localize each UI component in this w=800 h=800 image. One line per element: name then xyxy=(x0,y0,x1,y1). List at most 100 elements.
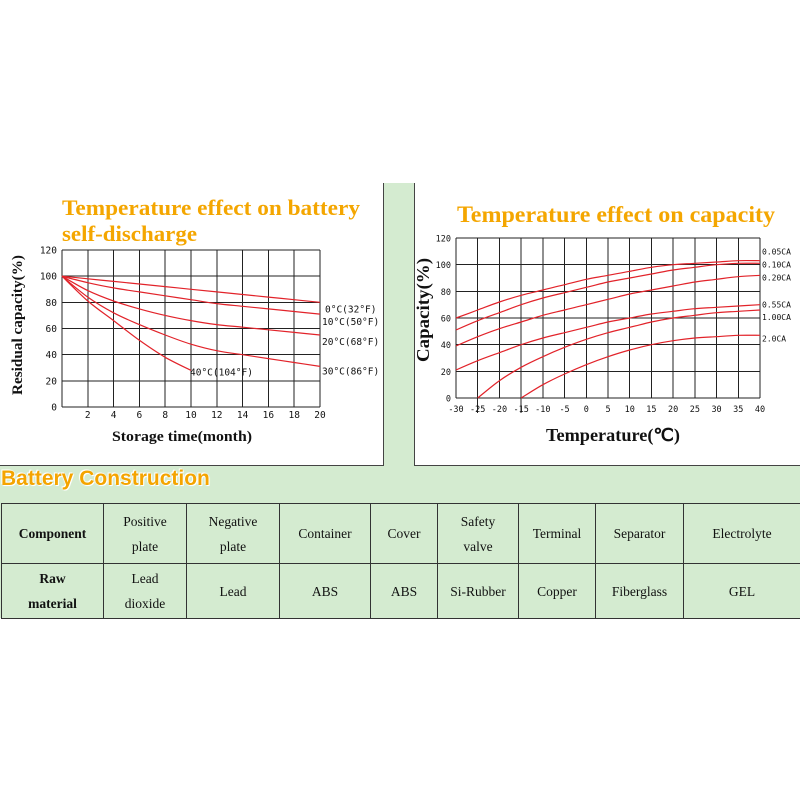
y-tick-label: 20 xyxy=(441,368,451,378)
series-label-3: 0.20CA xyxy=(762,273,791,282)
x-tick-label: 15 xyxy=(646,405,656,415)
series-label-4: 30°C(86°F) xyxy=(322,366,379,377)
series-line-2 xyxy=(455,262,761,331)
y-tick-label: 0 xyxy=(51,403,57,414)
y-tick-label: 80 xyxy=(46,298,58,309)
component-row: Component Positive plate Negative plate … xyxy=(1,503,800,564)
series-line-3 xyxy=(455,274,761,347)
row-header-raw-material: Raw material xyxy=(1,563,104,619)
x-axis-label: Temperature(℃) xyxy=(546,425,680,446)
component-cell: Positive plate xyxy=(103,503,187,564)
y-tick-label: 60 xyxy=(441,315,451,325)
chart-title: Temperature effect on capacity xyxy=(457,202,776,227)
series-line-5 xyxy=(61,275,192,371)
component-label: Cover xyxy=(387,526,421,541)
component-label: Separator xyxy=(613,526,666,541)
capacity-chart-panel xyxy=(414,183,800,466)
capacity-chart: Temperature effect on capacity -30 -25 -20… xyxy=(413,202,791,446)
series-line-4 xyxy=(61,275,321,367)
component-label: Container xyxy=(298,526,352,541)
y-tick-label: 20 xyxy=(46,376,58,387)
x-tick-label: 10 xyxy=(625,405,635,415)
series-line-1 xyxy=(61,275,321,303)
x-tick-label: 10 xyxy=(185,410,197,421)
chart-grid xyxy=(455,237,761,413)
x-tick-label: 16 xyxy=(263,410,275,421)
x-tick-label: 35 xyxy=(733,405,743,415)
series-line-5 xyxy=(477,309,761,399)
component-cell: Separator xyxy=(595,503,684,564)
component-cell: Electrolyte xyxy=(683,503,800,564)
y-tick-label: 80 xyxy=(441,288,451,298)
material-label: ABS xyxy=(390,583,418,599)
x-tick-label: 5 xyxy=(605,405,610,415)
material-cell: Si-Rubber xyxy=(437,563,519,619)
y-tick-label: 120 xyxy=(40,246,57,257)
chart-grid xyxy=(61,249,321,408)
material-label: Copper xyxy=(537,583,577,599)
series-label-2: 10°C(50°F) xyxy=(322,317,379,328)
component-cell: Terminal xyxy=(518,503,596,564)
row-header-label: Component xyxy=(18,526,87,541)
x-tick-label: 4 xyxy=(111,410,117,421)
material-cell: ABS xyxy=(279,563,371,619)
series-line-2 xyxy=(61,275,321,315)
x-tick-label: 30 xyxy=(711,405,721,415)
x-tick-label: 6 xyxy=(137,410,143,421)
series-line-1 xyxy=(455,259,761,319)
series-line-4 xyxy=(455,304,761,371)
row-header-label: Raw material xyxy=(28,571,77,611)
component-label: Positive plate xyxy=(123,513,167,554)
material-label: Lead xyxy=(219,583,247,599)
x-tick-label: 40 xyxy=(755,405,765,415)
material-cell: Lead xyxy=(186,563,280,619)
y-tick-label: 40 xyxy=(46,350,58,361)
x-tick-label: 20 xyxy=(668,405,678,415)
x-tick-label: -15 xyxy=(513,405,528,415)
x-tick-label: 18 xyxy=(288,410,300,421)
series-label-4: 0.55CA xyxy=(762,301,791,310)
component-label: Negative plate xyxy=(208,513,258,554)
y-tick-label: 120 xyxy=(436,235,451,245)
x-tick-label: 8 xyxy=(162,410,168,421)
component-label: Safety valve xyxy=(460,513,496,554)
series-label-3: 20°C(68°F) xyxy=(322,337,379,348)
series-label-5: 1.00CA xyxy=(762,313,791,322)
x-tick-label: -30 xyxy=(448,405,463,415)
x-tick-label: -10 xyxy=(535,405,550,415)
component-cell: Cover xyxy=(370,503,438,564)
chart-ticks: 2 4 6 8 10 12 14 16 18 20 0 20 40 60 80 100 120 xyxy=(40,246,326,422)
chart-title-line-1: Temperature effect on battery xyxy=(62,195,360,220)
component-label: Terminal xyxy=(532,526,582,541)
material-label: Lead dioxide xyxy=(124,571,166,611)
y-axis-label: Residual capacity(%) xyxy=(10,255,26,395)
raw-material-row: Raw material Lead dioxide Lead ABS ABS S… xyxy=(1,563,800,619)
y-axis-label: Capacity(%) xyxy=(413,258,434,362)
series-line-6 xyxy=(520,334,761,399)
series-label-1: 0°C(32°F) xyxy=(325,304,376,315)
y-tick-label: 60 xyxy=(46,324,58,335)
x-tick-label: 25 xyxy=(690,405,700,415)
x-tick-label: -25 xyxy=(470,405,485,415)
series-line-3 xyxy=(61,275,321,336)
chart-ticks: -30 -25 -20 -15 -10 -5 0 5 10 15 20 25 30 35 40 0 20 40 60… xyxy=(436,235,765,416)
material-label: Si-Rubber xyxy=(450,583,506,599)
y-tick-label: 100 xyxy=(436,261,451,271)
x-tick-label: 2 xyxy=(85,410,91,421)
y-tick-label: 40 xyxy=(441,341,451,351)
material-label: ABS xyxy=(311,583,339,599)
y-tick-label: 0 xyxy=(446,395,451,405)
material-cell: Fiberglass xyxy=(595,563,684,619)
x-tick-label: 14 xyxy=(237,410,249,421)
component-cell: Safety valve xyxy=(437,503,519,564)
x-tick-label: -20 xyxy=(492,405,507,415)
self-discharge-chart: Temperature effect on battery self-disch… xyxy=(10,195,379,445)
series-label-1: 0.05CA xyxy=(762,248,791,257)
component-cell: Container xyxy=(279,503,371,564)
material-label: GEL xyxy=(728,583,756,599)
component-label: Electrolyte xyxy=(712,526,772,541)
component-cell: Negative plate xyxy=(186,503,280,564)
x-axis-label: Storage time(month) xyxy=(112,429,252,445)
series-label-2: 0.10CA xyxy=(762,260,791,269)
section-heading: Battery Construction xyxy=(1,467,210,490)
